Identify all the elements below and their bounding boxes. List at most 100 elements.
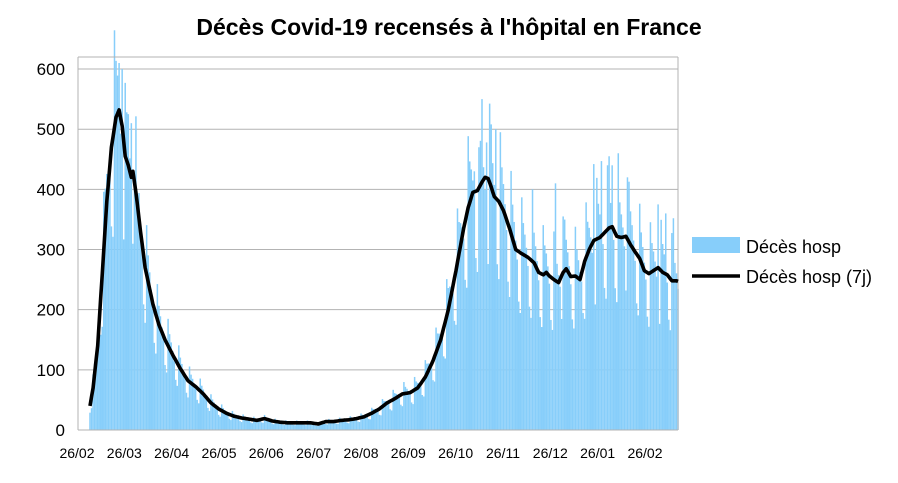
- daily-bar: [165, 372, 168, 430]
- daily-bar: [602, 244, 604, 430]
- daily-bar: [341, 419, 344, 430]
- daily-bar: [279, 421, 281, 430]
- x-tick-labels: 26/02 26/03 26/04 26/05 26/06 26/07 26/08 26/09…: [59, 445, 662, 461]
- daily-bar: [338, 417, 341, 430]
- x-tick-label: 26/12: [533, 445, 568, 461]
- daily-bar: [242, 414, 244, 430]
- daily-bar: [464, 279, 466, 430]
- daily-bar: [119, 133, 122, 430]
- daily-bar: [145, 225, 148, 430]
- legend-label-bars: Décès hosp: [746, 237, 841, 257]
- daily-bar: [194, 388, 197, 430]
- daily-bar: [418, 383, 420, 430]
- daily-bar: [393, 393, 396, 430]
- daily-bar: [266, 418, 269, 430]
- daily-bar: [118, 63, 120, 431]
- daily-bar: [328, 418, 330, 430]
- daily-bar: [551, 329, 554, 430]
- x-tick-label: 26/04: [154, 445, 189, 461]
- daily-bar: [332, 421, 335, 430]
- daily-bar: [214, 405, 217, 430]
- daily-bar: [386, 401, 388, 430]
- daily-bar: [124, 82, 126, 430]
- daily-bar: [191, 378, 194, 430]
- daily-bar: [101, 326, 103, 430]
- y-tick-label: 300: [37, 241, 65, 260]
- daily-bar: [162, 340, 165, 430]
- daily-bar: [130, 123, 133, 430]
- daily-bar: [642, 246, 644, 430]
- daily-bar: [276, 420, 278, 430]
- daily-bar: [475, 258, 477, 430]
- daily-bar: [246, 418, 249, 430]
- daily-bar: [527, 265, 529, 430]
- daily-bar: [490, 124, 492, 430]
- daily-bar: [495, 129, 497, 430]
- daily-bar: [485, 142, 488, 431]
- daily-bar: [289, 422, 292, 430]
- daily-bar: [456, 208, 459, 430]
- daily-bar: [432, 380, 434, 430]
- daily-bar: [594, 304, 597, 430]
- daily-bar: [626, 177, 629, 430]
- daily-bar: [277, 420, 280, 430]
- daily-bar: [248, 419, 250, 430]
- daily-bar: [430, 367, 433, 430]
- daily-bar: [415, 381, 417, 430]
- daily-bar: [482, 167, 485, 430]
- daily-bar: [657, 204, 659, 430]
- daily-bar: [92, 374, 94, 430]
- daily-bar: [616, 302, 618, 430]
- daily-bar: [329, 420, 332, 430]
- daily-bar: [606, 165, 609, 430]
- daily-bar: [271, 423, 273, 430]
- daily-bar: [161, 327, 163, 430]
- daily-bar: [217, 414, 220, 430]
- daily-bar: [360, 413, 362, 430]
- daily-bar: [557, 275, 560, 430]
- daily-bar: [625, 290, 627, 430]
- daily-bar: [283, 425, 286, 430]
- daily-bar: [112, 236, 114, 430]
- daily-bar: [565, 239, 567, 430]
- daily-bar: [469, 161, 471, 430]
- daily-bar: [513, 221, 515, 430]
- daily-bar: [167, 318, 169, 430]
- daily-bar: [132, 243, 134, 430]
- daily-bar: [498, 279, 500, 430]
- daily-bar: [374, 409, 376, 430]
- daily-bar: [586, 221, 589, 430]
- daily-bar: [544, 245, 546, 430]
- daily-bar: [410, 402, 413, 430]
- daily-bar: [224, 410, 226, 430]
- daily-bar: [505, 229, 508, 430]
- daily-bar: [467, 136, 469, 431]
- daily-bar: [567, 252, 569, 430]
- daily-bar: [452, 293, 454, 430]
- daily-bar: [501, 167, 503, 430]
- daily-bar: [259, 420, 261, 430]
- daily-bar: [412, 404, 414, 430]
- daily-bar: [398, 397, 401, 430]
- daily-bar: [540, 327, 543, 430]
- daily-bar: [371, 407, 373, 430]
- daily-bar: [323, 422, 326, 430]
- daily-bar: [346, 422, 348, 430]
- daily-bar: [129, 158, 131, 431]
- daily-bar: [542, 225, 544, 430]
- daily-bar: [297, 421, 299, 430]
- daily-bar: [458, 221, 460, 430]
- daily-bar: [299, 421, 301, 430]
- daily-bar: [300, 422, 303, 430]
- daily-bar: [518, 301, 520, 430]
- daily-bar: [188, 366, 191, 430]
- daily-bar: [637, 315, 639, 430]
- daily-bar: [141, 252, 143, 430]
- daily-bar: [522, 223, 525, 430]
- daily-bar: [302, 423, 304, 430]
- daily-bar: [340, 418, 342, 430]
- daily-bar: [286, 421, 289, 430]
- x-tick-label: 26/02: [627, 445, 662, 461]
- daily-bar: [579, 272, 581, 430]
- y-tick-labels: 0 100 200 300 400 500 600: [37, 60, 65, 440]
